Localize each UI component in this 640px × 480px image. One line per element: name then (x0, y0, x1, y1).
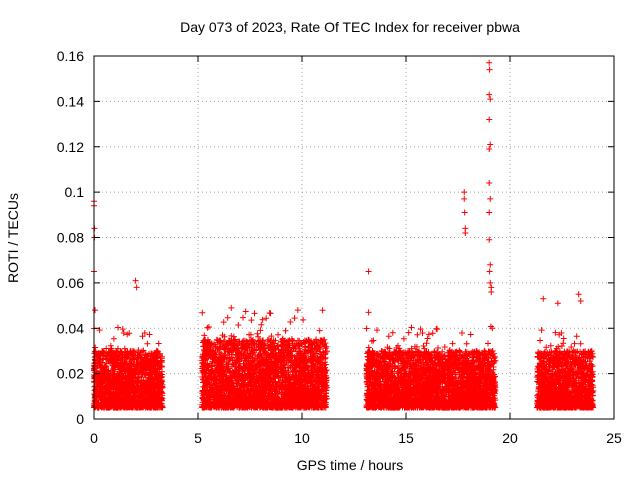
y-tick-label: 0.02 (57, 366, 84, 382)
roti-point-cloud (91, 307, 597, 411)
y-tick-label: 0.14 (57, 93, 84, 109)
roti-point (462, 229, 469, 236)
roti-point (461, 189, 468, 196)
roti-point (488, 288, 495, 295)
chart-title: Day 073 of 2023, Rate Of TEC Index for r… (180, 19, 520, 35)
roti-point (486, 236, 493, 243)
roti-point (461, 195, 468, 202)
y-tick-label: 0 (76, 411, 84, 427)
roti-point (486, 209, 493, 216)
roti-point (133, 284, 140, 291)
roti-point (365, 268, 372, 275)
roti-point (486, 180, 493, 187)
x-tick-label: 5 (194, 430, 202, 446)
x-tick-label: 20 (502, 430, 518, 446)
x-tick-label: 25 (606, 430, 622, 446)
roti-point (486, 268, 493, 275)
roti-point (487, 279, 494, 286)
y-tick-label: 0.16 (57, 48, 84, 64)
roti-point (487, 195, 494, 202)
roti-point (486, 59, 493, 66)
grid (94, 56, 614, 419)
data-points (91, 59, 597, 411)
roti-point (294, 307, 301, 314)
roti-point (486, 91, 493, 98)
roti-point (228, 304, 235, 311)
y-tick-label: 0.04 (57, 320, 84, 336)
roti-point (486, 146, 493, 153)
x-tick-label: 0 (90, 430, 98, 446)
roti-point (489, 325, 496, 332)
x-tick-label: 10 (294, 430, 310, 446)
y-tick-label: 0.08 (57, 230, 84, 246)
y-tick-label: 0.06 (57, 275, 84, 291)
y-axis-label: ROTI / TECUs (5, 193, 21, 283)
roti-point (554, 300, 561, 307)
y-tick-label: 0.12 (57, 139, 84, 155)
roti-point (487, 141, 494, 148)
x-axis-label: GPS time / hours (297, 457, 404, 473)
roti-point (487, 261, 494, 268)
roti-point (487, 96, 494, 103)
axis-ticks: 0 5 10 15 20 25 0 0.02 0.04 0.06 0.08 0.1 0.12 0.14 0.… (57, 48, 622, 446)
y-tick-label: 0.1 (65, 184, 85, 200)
roti-point (365, 309, 372, 316)
roti-point (92, 307, 99, 314)
roti-point (575, 291, 582, 298)
x-tick-label: 15 (398, 430, 414, 446)
roti-point (132, 277, 139, 284)
roti-point (577, 298, 584, 305)
roti-point (486, 116, 493, 123)
roti-point (540, 295, 547, 302)
roti-point (461, 209, 468, 216)
roti-point (486, 66, 493, 73)
